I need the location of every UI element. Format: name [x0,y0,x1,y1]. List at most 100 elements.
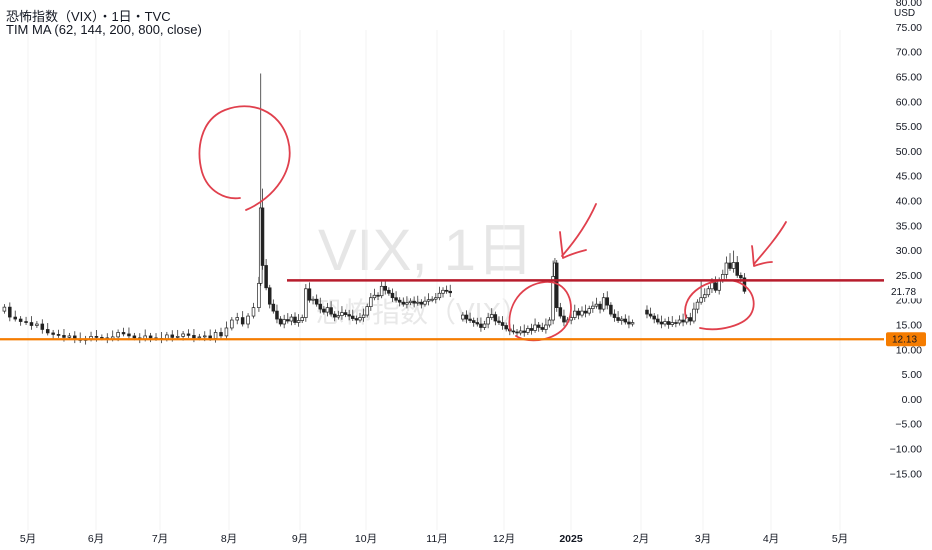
candle-body [448,290,452,294]
y-tick-label: 60.00 [896,96,922,108]
candle-body [645,309,649,315]
candle-body [192,335,196,339]
candle-body [197,336,202,339]
x-tick-label: 6月 [88,533,104,545]
annotation-arrow [561,203,597,257]
candle-body [627,321,631,325]
candle-body [412,300,416,304]
candle-body [724,262,729,275]
candle-body [347,314,351,317]
candle-body [735,262,739,276]
y-tick-label: 75.00 [896,22,922,34]
candle-body [677,319,682,324]
candle-body [267,287,272,305]
candle-body [18,318,23,322]
price-axis[interactable]: 85.0080.0075.0070.0065.0060.0055.0050.00… [886,0,926,480]
candle-body [540,327,545,330]
candle-body [601,297,606,310]
time-axis[interactable]: 5月 6月 7月 8月 9月 10月 11月 12月 2025 2月 3月 4月 5月 [20,533,848,545]
candle-body [461,314,465,320]
x-tick-label: 3月 [695,533,711,545]
candle-body [67,335,72,338]
candle-body [612,313,617,318]
candle-body [401,301,406,305]
candle-body [739,275,743,279]
candle-body [286,319,290,322]
y-tick-label: 5.00 [902,369,923,381]
candle-body [551,276,555,321]
candle-body [426,299,431,302]
candle-body [397,299,402,303]
chart-title: 恐怖指数（VIX）・1日・TVC [6,9,171,24]
candle-body [702,294,707,299]
candle-body [240,317,245,325]
x-tick-label: 7月 [152,533,168,545]
candles [2,73,747,345]
candle-body [300,317,304,321]
candle-body [282,319,286,325]
candle-body [336,315,341,318]
candle-body [332,313,337,318]
candle-body [437,292,442,299]
y-tick-label: 10.00 [896,344,922,356]
candle-body [522,330,526,333]
candle-body [594,303,599,307]
candle-body [224,327,229,337]
candle-body [314,298,319,305]
candle-body [275,310,279,320]
candle-body [132,335,137,339]
candle-body [731,262,736,269]
y-tick-label: 35.00 [896,220,922,232]
candle-body [681,319,685,323]
candle-body [648,313,653,317]
candle-body [497,320,501,323]
watermark-symbol: VIX, 1日 [318,218,534,283]
x-tick-label: 12月 [493,533,515,545]
support-price-label: 12.13 [892,335,917,346]
candle-body [415,301,420,304]
y-tick-label: −15.00 [890,468,923,480]
candle-body [576,310,581,316]
indicator-legend[interactable]: TIM MA (62, 144, 200, 800, close) [6,22,202,37]
candle-body [271,303,276,312]
candle-body [710,282,714,290]
candle-body [659,321,664,325]
candle-body [35,323,39,326]
candle-body [609,304,613,315]
candle-body [706,288,711,296]
candle-body [529,328,534,331]
candle-body [358,317,362,321]
candle-body [213,332,218,339]
candle-body [526,328,530,333]
y-tick-label: 55.00 [896,121,922,133]
candle-body [663,321,667,325]
candle-body [387,289,391,294]
candle-body [257,282,261,308]
candle-body [717,280,721,291]
candle-body [51,332,55,335]
candle-body [479,323,483,328]
candle-body [127,333,131,337]
candle-body [493,314,498,322]
x-tick-label: 5月 [20,533,36,545]
candle-body [544,324,548,330]
watermark-name: 恐怖指数（VIX） [316,297,529,328]
candle-body [318,303,323,310]
candle-body [369,297,373,307]
y-tick-label: 45.00 [896,171,922,183]
candle-body [444,289,449,292]
current-price-box [886,284,926,299]
candle-body [558,307,563,317]
current-price-label: 21.78 [891,287,916,298]
annotation-arrow-head [751,245,773,267]
y-tick-label: 0.00 [902,394,923,406]
candle-body [13,316,17,320]
candle-body [116,332,120,338]
candle-body [605,297,610,306]
y-tick-label: −10.00 [890,444,923,456]
candle-body [652,315,656,320]
candle-body [40,323,45,330]
x-tick-label: 2025 [559,533,583,545]
